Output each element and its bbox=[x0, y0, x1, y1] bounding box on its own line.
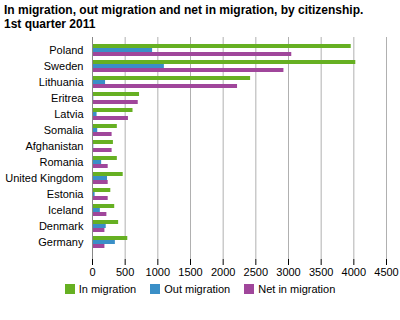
svg-text:Latvia: Latvia bbox=[54, 108, 84, 120]
html-text:In migration: In migration bbox=[78, 283, 137, 295]
svg-text:1000: 1000 bbox=[146, 266, 170, 278]
svg-text:3500: 3500 bbox=[309, 266, 333, 278]
svg-text:Somalia: Somalia bbox=[44, 124, 85, 136]
html-text:In migration, out migration an: In migration, out migration and net in m… bbox=[4, 3, 364, 17]
svg-text:Poland: Poland bbox=[49, 44, 83, 56]
svg-text:Sweden: Sweden bbox=[44, 60, 84, 72]
svg-text:Eritrea: Eritrea bbox=[51, 92, 84, 104]
svg-text:Afghanistan: Afghanistan bbox=[25, 140, 83, 152]
svg-text:United Kingdom: United Kingdom bbox=[5, 172, 83, 184]
svg-text:4000: 4000 bbox=[342, 266, 366, 278]
svg-text:4500: 4500 bbox=[374, 266, 398, 278]
svg-text:1500: 1500 bbox=[178, 266, 202, 278]
html-text:Net in migration: Net in migration bbox=[258, 283, 336, 295]
svg-text:Germany: Germany bbox=[38, 236, 84, 248]
svg-text:500: 500 bbox=[116, 266, 134, 278]
svg-text:0: 0 bbox=[89, 266, 95, 278]
svg-text:2000: 2000 bbox=[211, 266, 235, 278]
svg-text:Iceland: Iceland bbox=[48, 204, 83, 216]
svg-text:3000: 3000 bbox=[276, 266, 300, 278]
html-text:1st quarter 2011: 1st quarter 2011 bbox=[4, 17, 96, 31]
svg-text:Lithuania: Lithuania bbox=[39, 76, 85, 88]
svg-text:2500: 2500 bbox=[244, 266, 268, 278]
html-text:Out migration: Out migration bbox=[164, 283, 231, 295]
svg-text:Romania: Romania bbox=[39, 156, 84, 168]
svg-text:Denmark: Denmark bbox=[39, 220, 84, 232]
svg-text:Estonia: Estonia bbox=[47, 188, 85, 200]
